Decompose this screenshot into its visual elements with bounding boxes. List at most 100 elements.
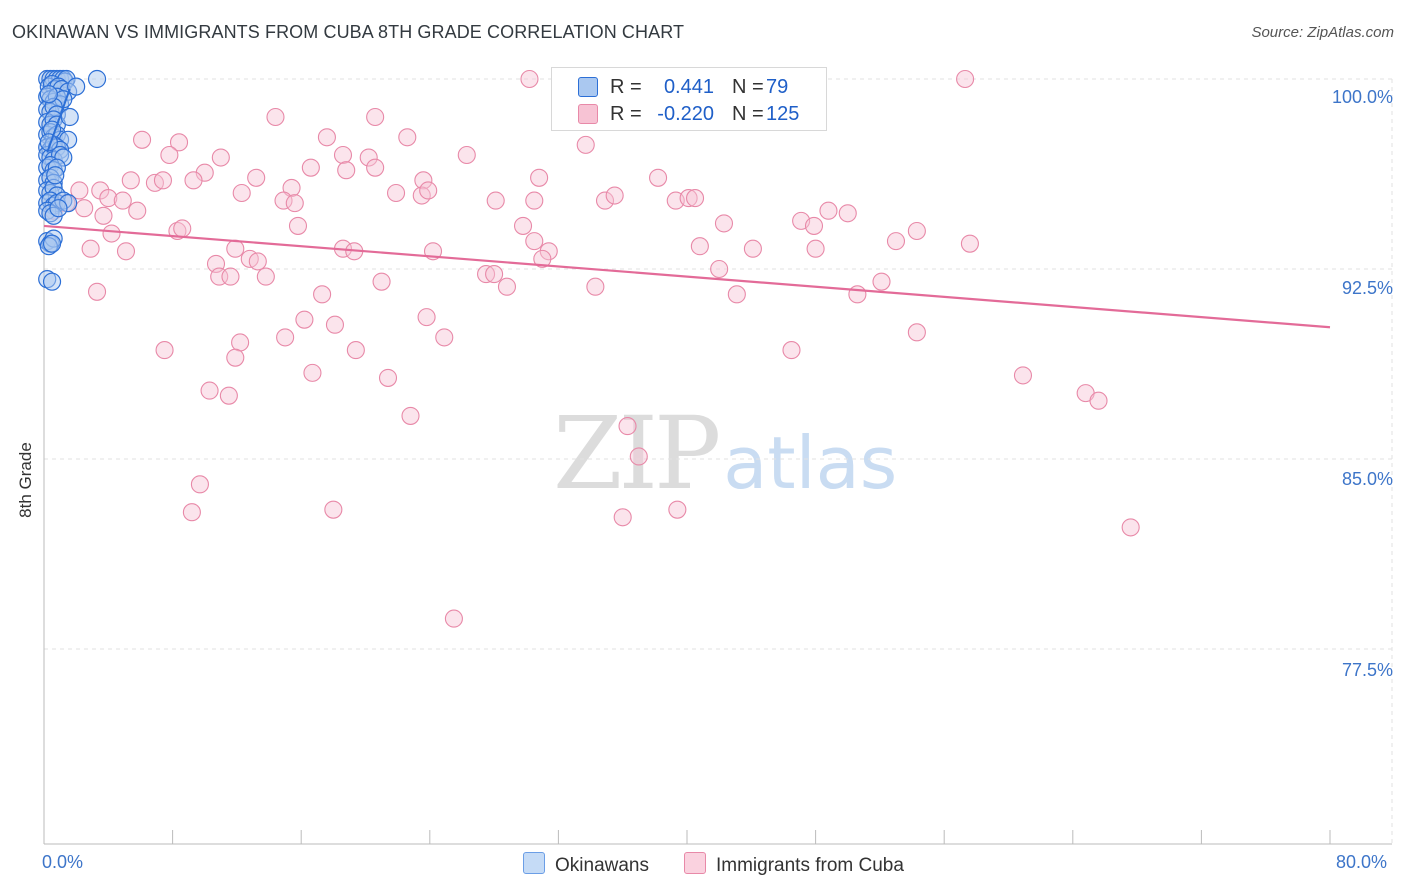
cuba-point-54	[102, 224, 121, 243]
y-tick-77-5: 77.5%	[1341, 660, 1393, 680]
legend-cuba: Immigrants from Cuba	[684, 852, 904, 877]
okinawan-n-value: 79	[766, 76, 789, 98]
cuba-point-95	[276, 328, 295, 347]
cuba-point-20	[649, 168, 668, 187]
cuba-point-99	[226, 348, 245, 367]
cuba-point-38	[525, 191, 544, 210]
cuba-point-66	[525, 232, 544, 251]
cuba-point-24	[184, 171, 203, 190]
cuba-point-110	[618, 417, 637, 436]
cuba-point-103	[378, 368, 398, 387]
cuba-point-74	[960, 234, 979, 253]
legend-okinawans-label: Okinawans	[555, 855, 649, 876]
okinawan-point-8	[87, 69, 107, 89]
cuba-point-27	[386, 183, 406, 203]
cuba-point-2	[266, 107, 285, 127]
cuba-point-78	[248, 252, 267, 271]
cuba-point-60	[81, 239, 100, 258]
cuba-point-53	[838, 204, 857, 223]
cuba-point-31	[99, 189, 118, 208]
cuba-point-88	[313, 285, 332, 304]
cuba-point-71	[806, 239, 825, 258]
cuba-swatch	[578, 104, 598, 124]
cuba-trend-line	[43, 224, 1331, 329]
cuba-point-42	[679, 189, 698, 208]
cuba-point-90	[848, 285, 867, 304]
y-tick-100: 100.0%	[1331, 87, 1393, 107]
cuba-point-107	[200, 381, 219, 400]
cuba-legend-swatch	[684, 852, 706, 874]
cuba-point-13	[457, 145, 476, 165]
cuba-point-100	[346, 341, 365, 360]
okinawan-point-73	[42, 272, 62, 291]
cuba-point-43	[685, 189, 705, 208]
cuba-point-17	[337, 161, 356, 180]
cuba-point-40	[605, 186, 624, 205]
cuba-point-80	[372, 272, 391, 291]
cuba-point-58	[288, 216, 308, 235]
cuba-point-70	[743, 239, 762, 258]
okinawan-point-76	[46, 166, 65, 185]
okinawan-swatch	[578, 77, 598, 97]
cuba-point-5	[169, 133, 189, 152]
cuba-point-92	[325, 315, 345, 334]
cuba-point-91	[295, 310, 314, 329]
watermark: ZIPatlas	[553, 395, 897, 512]
cuba-point-97	[907, 323, 926, 342]
cuba-point-3	[366, 107, 385, 127]
cuba-point-73	[907, 221, 926, 241]
r-label: R =	[610, 76, 642, 98]
cuba-point-77	[221, 267, 240, 286]
cuba-point-15	[247, 168, 266, 187]
cuba-point-48	[128, 201, 147, 220]
cuba-point-33	[274, 191, 293, 210]
legend-row-cuba: R = -0.220 N = 125	[552, 101, 826, 127]
cuba-point-49	[714, 214, 734, 233]
cuba-point-114	[324, 500, 343, 519]
cuba-point-67	[539, 242, 558, 261]
cuba-point-52	[819, 201, 838, 220]
cuba-point-18	[366, 158, 385, 177]
okinawan-r-value: 0.441	[663, 76, 714, 98]
cuba-point-19	[530, 168, 549, 187]
cuba-point-4	[133, 130, 152, 149]
cuba-point-101	[782, 341, 801, 360]
cuba-point-25	[232, 183, 251, 203]
cuba-point-112	[190, 475, 209, 494]
cuba-point-115	[613, 508, 632, 527]
cuba-point-118	[444, 609, 463, 628]
cuba-point-6	[317, 128, 336, 147]
correlation-legend: R = 0.441 N = 79 R = -0.220 N = 125	[551, 67, 827, 131]
cuba-point-82	[485, 265, 504, 284]
cuba-n-value: 125	[766, 103, 800, 125]
legend-row-okinawan: R = 0.441 N = 79	[552, 74, 826, 100]
cuba-point-116	[668, 500, 687, 519]
cuba-point-12	[359, 148, 378, 167]
cuba-point-21	[121, 171, 140, 190]
watermark-zip: ZIP	[553, 395, 721, 512]
cuba-point-84	[586, 277, 605, 296]
cuba-r-value: -0.220	[657, 103, 714, 125]
cuba-point-57	[226, 239, 245, 258]
y-axis-label: 8th Grade	[16, 442, 35, 518]
chart-title: OKINAWAN VS IMMIGRANTS FROM CUBA 8TH GRA…	[12, 22, 685, 42]
legend-cuba-label: Immigrants from Cuba	[716, 855, 904, 876]
cuba-point-72	[886, 232, 906, 251]
cuba-point-98	[155, 341, 174, 360]
cuba-point-39	[595, 191, 615, 210]
cuba-point-104	[1013, 366, 1033, 385]
okinawan-point-74	[39, 85, 58, 104]
cuba-point-117	[1121, 518, 1140, 537]
x-tick-80: 80.0%	[1336, 852, 1388, 872]
okinawan-trend-line	[46, 88, 71, 153]
x-tick-0: 0.0%	[42, 852, 84, 872]
cuba-point-37	[486, 191, 505, 210]
cuba-point-111	[629, 447, 648, 466]
cuba-point-16	[301, 158, 320, 177]
n-label: N =	[732, 103, 764, 125]
cuba-point-69	[690, 237, 709, 256]
cuba-point-46	[75, 199, 94, 218]
okinawan-point-77	[49, 199, 68, 218]
y-tick-85: 85.0%	[1341, 469, 1393, 489]
